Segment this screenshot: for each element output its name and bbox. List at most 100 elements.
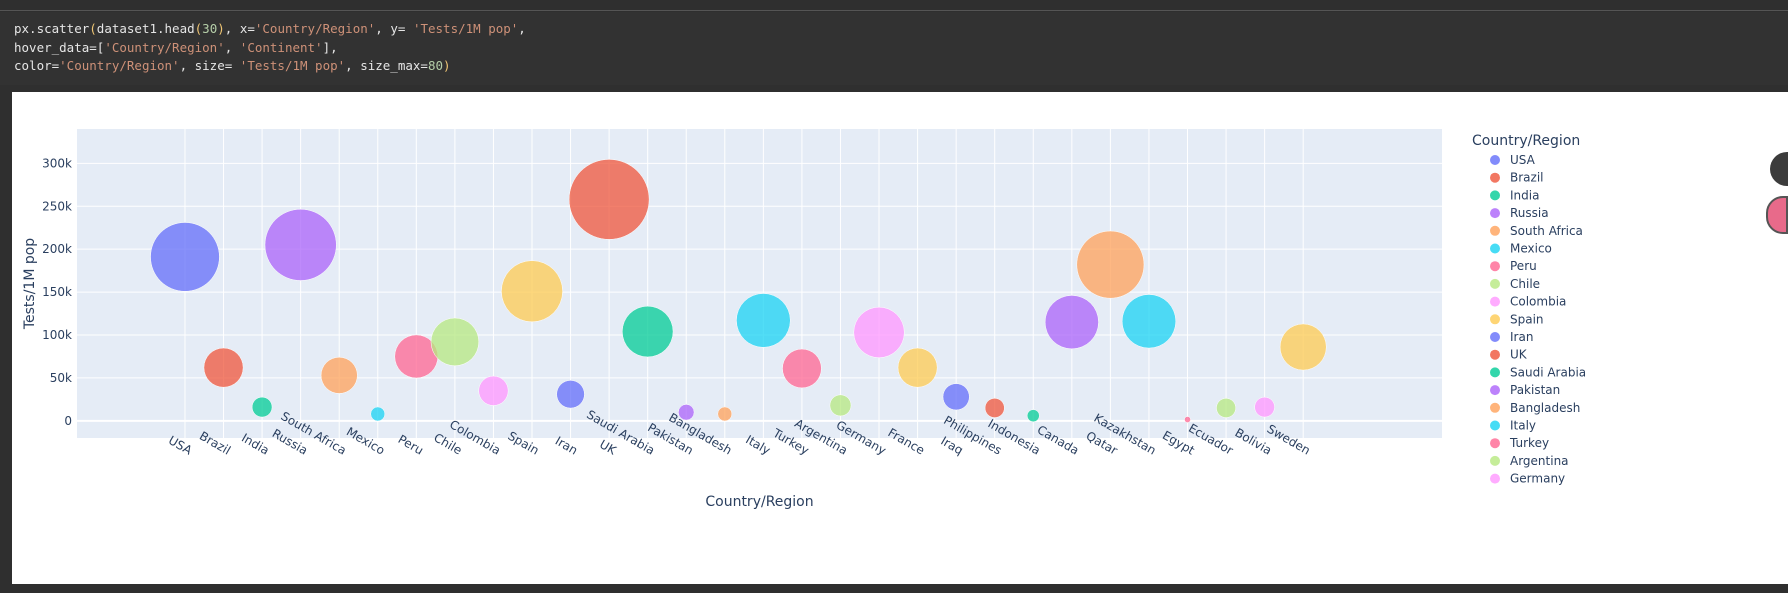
scatter-chart: 0 50k 100k 150k 200k 250k 300k USA Brazil India R… — [22, 129, 1586, 510]
data-point[interactable] — [1076, 230, 1145, 299]
legend-label: Italy — [1510, 419, 1536, 433]
data-point[interactable] — [556, 380, 585, 409]
y-tick-label: 50k — [50, 371, 72, 385]
legend-marker — [1490, 314, 1500, 325]
data-point[interactable] — [717, 406, 733, 422]
legend-label: USA — [1510, 153, 1536, 167]
legend-marker — [1490, 190, 1500, 201]
legend-item[interactable]: Colombia — [1490, 295, 1566, 309]
code-text: px.scatter(dataset1.head(30), x='Country… — [14, 21, 526, 73]
y-tick-label: 200k — [42, 242, 72, 256]
legend-item[interactable]: Bangladesh — [1490, 401, 1580, 415]
legend-marker — [1490, 332, 1500, 342]
legend[interactable]: Country/Region USA Brazil India Russia South… — [1472, 133, 1586, 486]
plot-area — [77, 129, 1442, 438]
notebook-divider — [0, 10, 1788, 11]
data-point[interactable] — [829, 394, 852, 417]
data-point[interactable] — [622, 305, 674, 358]
legend-item[interactable]: Saudi Arabia — [1490, 365, 1586, 379]
data-point[interactable] — [984, 398, 1005, 418]
legend-label: Mexico — [1510, 242, 1552, 256]
legend-item[interactable]: Iran — [1490, 330, 1533, 344]
data-point[interactable] — [897, 347, 938, 388]
data-point[interactable] — [150, 222, 220, 292]
legend-item[interactable]: Italy — [1490, 419, 1536, 433]
data-point[interactable] — [568, 159, 650, 240]
legend-label: Brazil — [1510, 171, 1544, 185]
y-tick-label: 300k — [42, 156, 72, 170]
legend-label: Iran — [1510, 330, 1533, 344]
data-point[interactable] — [1216, 398, 1236, 418]
data-point[interactable] — [782, 348, 822, 389]
legend-item[interactable]: Pakistan — [1490, 383, 1560, 397]
legend-label: Russia — [1510, 206, 1549, 220]
data-point[interactable] — [1184, 416, 1191, 423]
data-point[interactable] — [478, 375, 509, 406]
legend-marker — [1490, 243, 1500, 254]
y-tick-label: 100k — [42, 328, 72, 342]
legend-label: Peru — [1510, 259, 1537, 273]
legend-marker — [1490, 208, 1500, 219]
legend-label: Bangladesh — [1510, 401, 1580, 415]
data-point[interactable] — [501, 260, 563, 323]
legend-label: South Africa — [1510, 224, 1583, 238]
legend-label: Chile — [1510, 277, 1540, 291]
legend-item[interactable]: Mexico — [1490, 242, 1552, 256]
data-point[interactable] — [430, 317, 480, 367]
legend-label: India — [1510, 188, 1539, 202]
grid-lines — [77, 129, 1442, 438]
legend-item[interactable]: Argentina — [1490, 454, 1569, 468]
data-point[interactable] — [1026, 409, 1040, 423]
legend-title: Country/Region — [1472, 133, 1580, 149]
data-point[interactable] — [736, 293, 791, 348]
data-point[interactable] — [1044, 295, 1099, 350]
y-tick-label: 150k — [42, 285, 72, 299]
legend-item[interactable]: Brazil — [1490, 171, 1544, 185]
legend-label: Colombia — [1510, 295, 1566, 309]
legend-item[interactable]: Russia — [1490, 206, 1549, 220]
legend-item[interactable]: Spain — [1490, 312, 1544, 326]
legend-item[interactable]: Peru — [1490, 259, 1537, 273]
data-point[interactable] — [251, 396, 273, 418]
legend-item[interactable]: USA — [1490, 153, 1536, 167]
legend-label: UK — [1510, 348, 1528, 362]
scatter-points — [150, 159, 1327, 423]
legend-item[interactable]: Turkey — [1490, 436, 1549, 450]
y-tick-label: 250k — [42, 199, 72, 213]
legend-item[interactable]: UK — [1490, 348, 1528, 362]
legend-item[interactable]: South Africa — [1490, 224, 1583, 238]
cell-output: 0 50k 100k 150k 200k 250k 300k USA Brazil India R… — [12, 92, 1788, 584]
legend-item[interactable]: India — [1490, 188, 1539, 202]
data-point[interactable] — [320, 356, 358, 394]
legend-marker — [1490, 349, 1500, 360]
legend-marker — [1490, 225, 1500, 236]
legend-item[interactable]: Germany — [1490, 472, 1565, 486]
legend-label: Pakistan — [1510, 383, 1560, 397]
data-point[interactable] — [203, 347, 244, 388]
x-axis-label: Country/Region — [705, 494, 813, 510]
legend-label: Spain — [1510, 312, 1544, 326]
legend-label: Germany — [1510, 472, 1565, 486]
data-point[interactable] — [678, 404, 695, 421]
toolbar-toggle-button[interactable] — [1770, 152, 1788, 186]
data-point[interactable] — [942, 383, 970, 411]
legend-marker — [1490, 438, 1500, 449]
code-cell[interactable]: px.scatter(dataset1.head(30), x='Country… — [0, 12, 1788, 85]
legend-marker — [1490, 402, 1500, 413]
legend-marker — [1490, 385, 1500, 396]
legend-label: Saudi Arabia — [1510, 365, 1586, 379]
legend-item[interactable]: Chile — [1490, 277, 1540, 291]
data-point[interactable] — [264, 208, 337, 281]
x-tick-label: UK — [597, 437, 619, 458]
legend-marker — [1490, 367, 1500, 378]
data-point[interactable] — [853, 306, 905, 358]
data-point[interactable] — [1121, 294, 1177, 349]
legend-label: Argentina — [1510, 454, 1569, 468]
data-point[interactable] — [370, 406, 386, 422]
legend-marker — [1490, 455, 1500, 466]
widget-toggle-button[interactable] — [1766, 196, 1788, 234]
legend-marker — [1490, 296, 1500, 307]
data-point[interactable] — [1279, 323, 1327, 371]
data-point[interactable] — [1254, 396, 1275, 418]
legend-marker — [1490, 278, 1500, 289]
